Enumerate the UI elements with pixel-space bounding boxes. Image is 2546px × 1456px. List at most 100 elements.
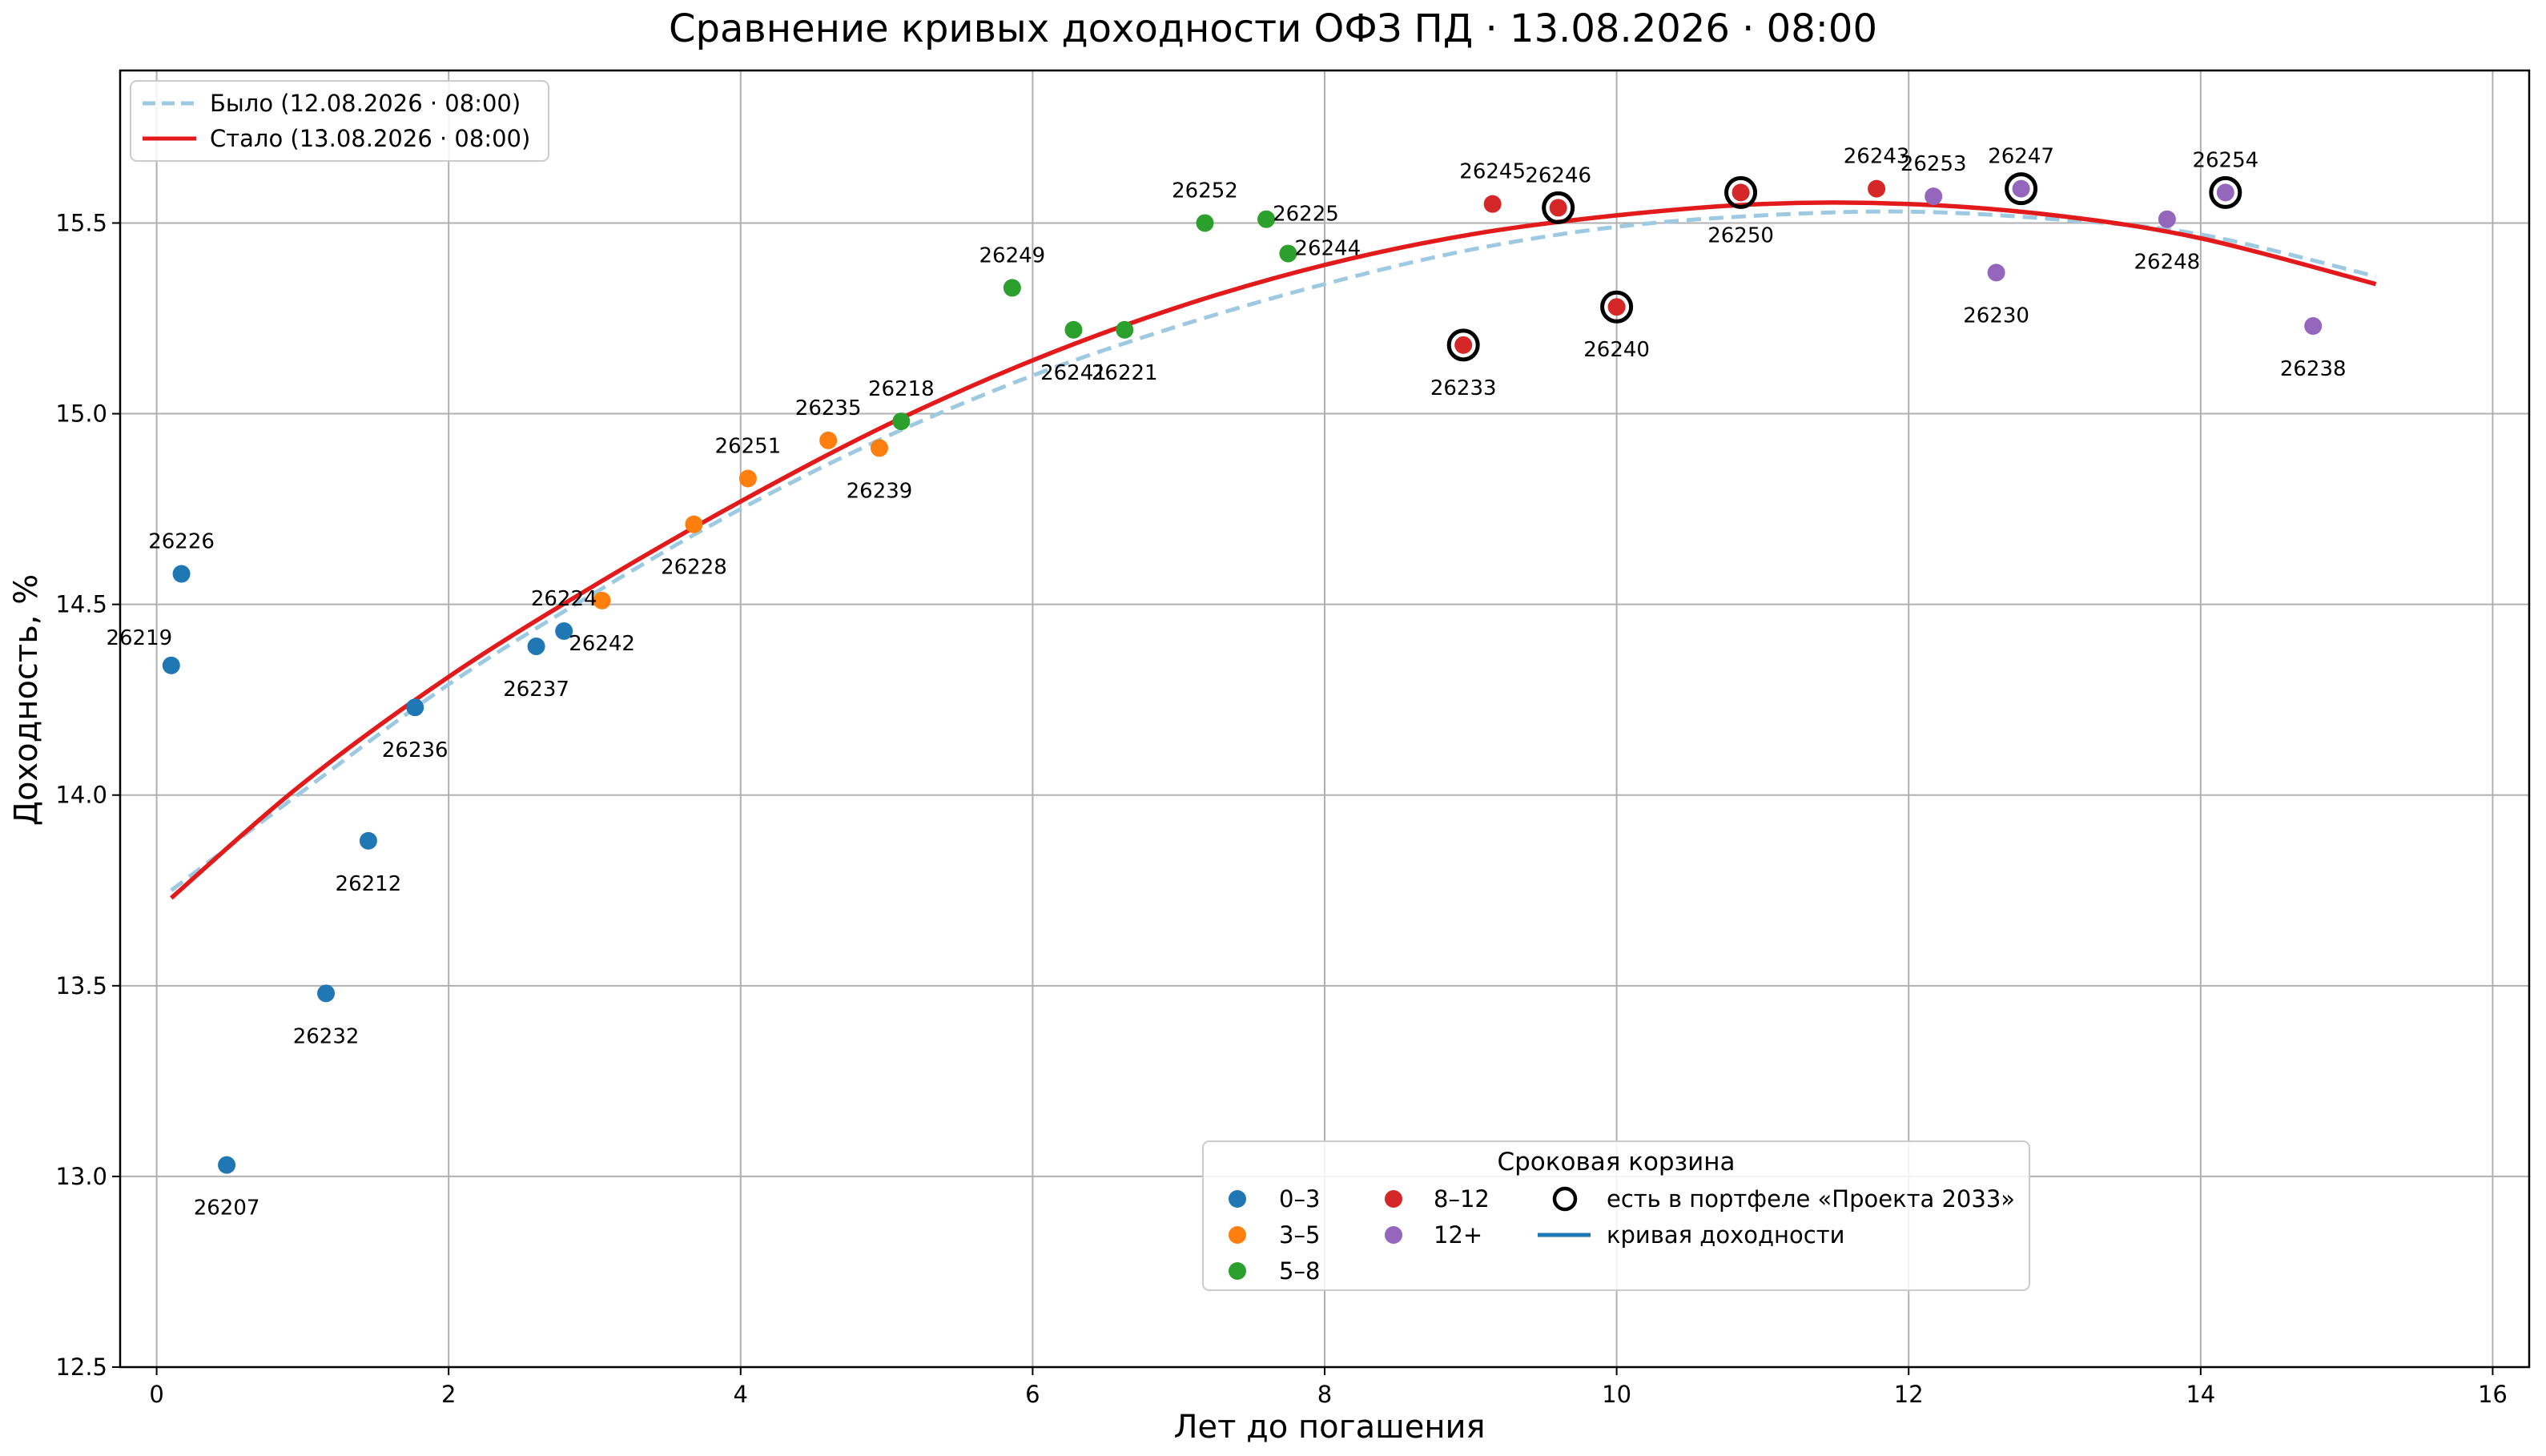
x-tick-label: 0 [149,1381,163,1408]
bond-point-26238 [2304,317,2323,336]
curve-before [170,209,2377,892]
point-label-26218: 26218 [868,377,935,401]
legend-label-8-12: 8–12 [1434,1185,1490,1213]
y-tick-label: 14.0 [55,782,107,809]
point-label-26239: 26239 [847,479,913,503]
y-tick-label: 15.0 [55,400,107,428]
point-label-26252: 26252 [1172,179,1238,203]
bond-point-26239 [870,439,888,457]
y-tick-label: 15.5 [55,209,107,236]
x-tick-label: 6 [1025,1381,1040,1408]
bond-point-26250 [1732,183,1750,202]
point-label-26254: 26254 [2192,148,2258,172]
bond-point-26254 [2216,183,2234,202]
point-label-26207: 26207 [194,1197,260,1221]
point-labels: 26219 26226 26207 26232 26212 26236 26237 26224… [106,145,2346,1221]
point-label-26232: 26232 [293,1024,360,1048]
portfolio-ring [1542,191,1575,224]
bond-point-26244 [1279,244,1297,263]
point-label-26244: 26244 [1294,237,1361,261]
legend-marker-5-8 [1229,1262,1246,1280]
bond-point-26243 [1868,179,1886,198]
legend-after-label: Стало (13.08.2026 · 08:00) [210,125,530,152]
bond-point-26249 [1003,279,1021,297]
bond-point-26240 [1607,298,1626,316]
bond-point-26248 [2158,210,2176,228]
point-label-26249: 26249 [979,243,1046,267]
point-label-26219: 26219 [106,626,172,650]
legend-buckets: Сроковая корзина 0–3 3–5 5–8 8–12 12+ ес… [1202,1140,2030,1291]
legend-before-label: Было (12.08.2026 · 08:00) [210,90,521,117]
axes: 0 2 4 6 8 10 12 14 16 12.5 13.0 13.5 14.0 14.5 15.0 15.… [55,69,2531,1408]
point-label-26238: 26238 [2280,357,2347,381]
legend-label-5-8: 5–8 [1279,1257,1320,1285]
portfolio-ring [2005,172,2038,206]
point-label-26235: 26235 [795,396,862,420]
x-tick-label: 10 [1602,1381,1631,1408]
plot-frame [119,69,2531,1369]
legend-label-12-plus: 12+ [1434,1221,1482,1249]
legend-marker-portfolio [1552,1186,1578,1212]
bond-point-26253 [1925,187,1943,206]
bond-point-26232 [317,984,336,1003]
point-label-26247: 26247 [1988,145,2054,169]
y-tick-label: 13.5 [55,972,107,999]
y-tick-label: 13.0 [55,1163,107,1190]
bond-point-26237 [527,638,545,656]
point-label-26242: 26242 [569,632,635,656]
bond-point-26233 [1454,336,1473,354]
x-tick-label: 12 [1894,1381,1924,1408]
x-tick-label: 4 [734,1381,748,1408]
point-label-26248: 26248 [2134,251,2201,275]
bond-point-26247 [2012,179,2030,198]
bond-point-26218 [892,412,911,431]
bond-point-26221 [1116,320,1134,339]
legend-label-portfolio: есть в портфеле «Проекта 2033» [1607,1185,2015,1213]
point-label-26237: 26237 [503,678,569,702]
x-tick-label: 2 [441,1381,456,1408]
point-label-26224: 26224 [531,587,597,611]
bond-point-26219 [162,656,180,674]
point-label-26233: 26233 [1430,376,1497,400]
bond-point-26226 [172,565,191,583]
point-label-26230: 26230 [1963,304,2029,328]
legend-marker-0-3 [1229,1190,1246,1208]
point-label-26251: 26251 [715,435,782,459]
portfolio-ring [1724,175,1758,209]
point-label-26212: 26212 [336,872,402,896]
legend-lines: Было (12.08.2026 · 08:00) Стало (13.08.2… [130,80,549,162]
bond-point-26246 [1549,199,1567,217]
data-points [162,172,2323,1174]
point-label-26225: 26225 [1273,203,1339,227]
point-label-26228: 26228 [661,556,727,580]
curves [169,200,2377,900]
point-label-26250: 26250 [1707,223,1774,247]
x-tick-label: 8 [1317,1381,1332,1408]
legend-marker-12-plus [1385,1226,1402,1244]
legend-label-0-3: 0–3 [1279,1185,1320,1213]
point-label-26226: 26226 [148,530,215,554]
point-label-26245: 26245 [1459,160,1526,184]
legend-marker-8-12 [1385,1190,1402,1208]
portfolio-ring [2209,175,2242,209]
y-tick-label: 12.5 [55,1353,107,1381]
portfolio-ring [1600,290,1634,324]
bond-point-26245 [1483,195,1502,213]
bond-point-26228 [685,515,703,533]
bond-point-26251 [738,469,757,488]
point-label-26241: 26241 [1040,361,1107,385]
bond-point-26224 [555,621,573,640]
bond-point-26241 [1064,320,1083,339]
bond-point-26242 [593,591,611,609]
curve-after [169,200,2377,900]
y-tick-label: 14.5 [55,591,107,618]
legend-buckets-title: Сроковая корзина [1497,1148,1735,1176]
chart-title: Сравнение кривых доходности ОФЗ ПД · 13.… [669,6,1877,51]
y-axis-label: Доходность, % [8,574,45,826]
point-label-26243: 26243 [1844,145,1910,169]
point-label-26236: 26236 [382,738,448,762]
legend-marker-3-5 [1229,1226,1246,1244]
point-label-26253: 26253 [1900,152,1967,176]
point-label-26240: 26240 [1583,338,1650,362]
portfolio-ring [1446,328,1480,362]
